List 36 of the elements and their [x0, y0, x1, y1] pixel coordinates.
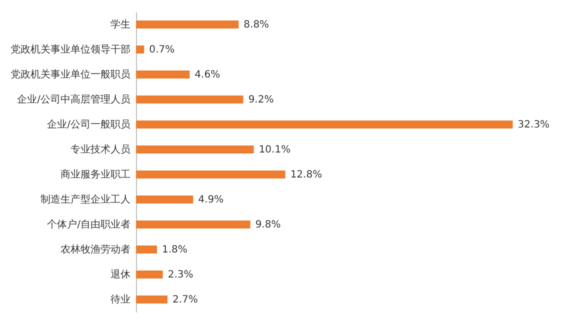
y-tick-label: 专业技术人员: [70, 144, 130, 156]
y-tick-label: 退休: [110, 268, 130, 280]
data-label: 9.2%: [248, 94, 274, 106]
y-tick-label: 农林牧渔劳动者: [60, 244, 130, 256]
bar: [136, 120, 513, 128]
y-tick-label: 学生: [110, 18, 130, 30]
bar: [136, 20, 239, 28]
data-label: 8.8%: [244, 20, 270, 30]
data-label: 4.9%: [198, 194, 224, 206]
data-label: 32.3%: [518, 120, 550, 130]
bar: [136, 96, 244, 104]
y-tick-label: 党政机关事业单位领导干部: [10, 44, 130, 56]
y-tick-label: 党政机关事业单位一般职员: [10, 68, 130, 80]
y-tick-label: 企业/公司中高层管理人员: [17, 94, 130, 106]
bar: [136, 196, 194, 204]
data-label: 9.8%: [255, 220, 281, 230]
bar: [136, 170, 286, 178]
data-label: 0.7%: [149, 44, 175, 56]
data-label: 2.3%: [168, 270, 194, 280]
y-tick-label: 制造生产型企业工人: [40, 194, 130, 206]
data-label: 4.6%: [194, 70, 220, 80]
data-label: 1.8%: [162, 244, 188, 256]
bar: [136, 270, 163, 278]
y-tick-label: 商业服务业职工: [60, 168, 130, 180]
y-tick-label: 个体户/自由职业者: [47, 218, 130, 230]
bar: [136, 70, 190, 78]
bar: [136, 46, 144, 54]
data-label: 10.1%: [258, 144, 291, 156]
y-tick-label: 企业/公司一般职员: [47, 118, 130, 130]
bar: [136, 146, 254, 154]
bar: [136, 296, 168, 304]
bar: [136, 246, 157, 254]
data-label: 2.7%: [172, 294, 198, 306]
data-label: 12.8%: [290, 170, 322, 180]
bar: [136, 220, 250, 228]
y-tick-label: 待业: [110, 294, 130, 306]
